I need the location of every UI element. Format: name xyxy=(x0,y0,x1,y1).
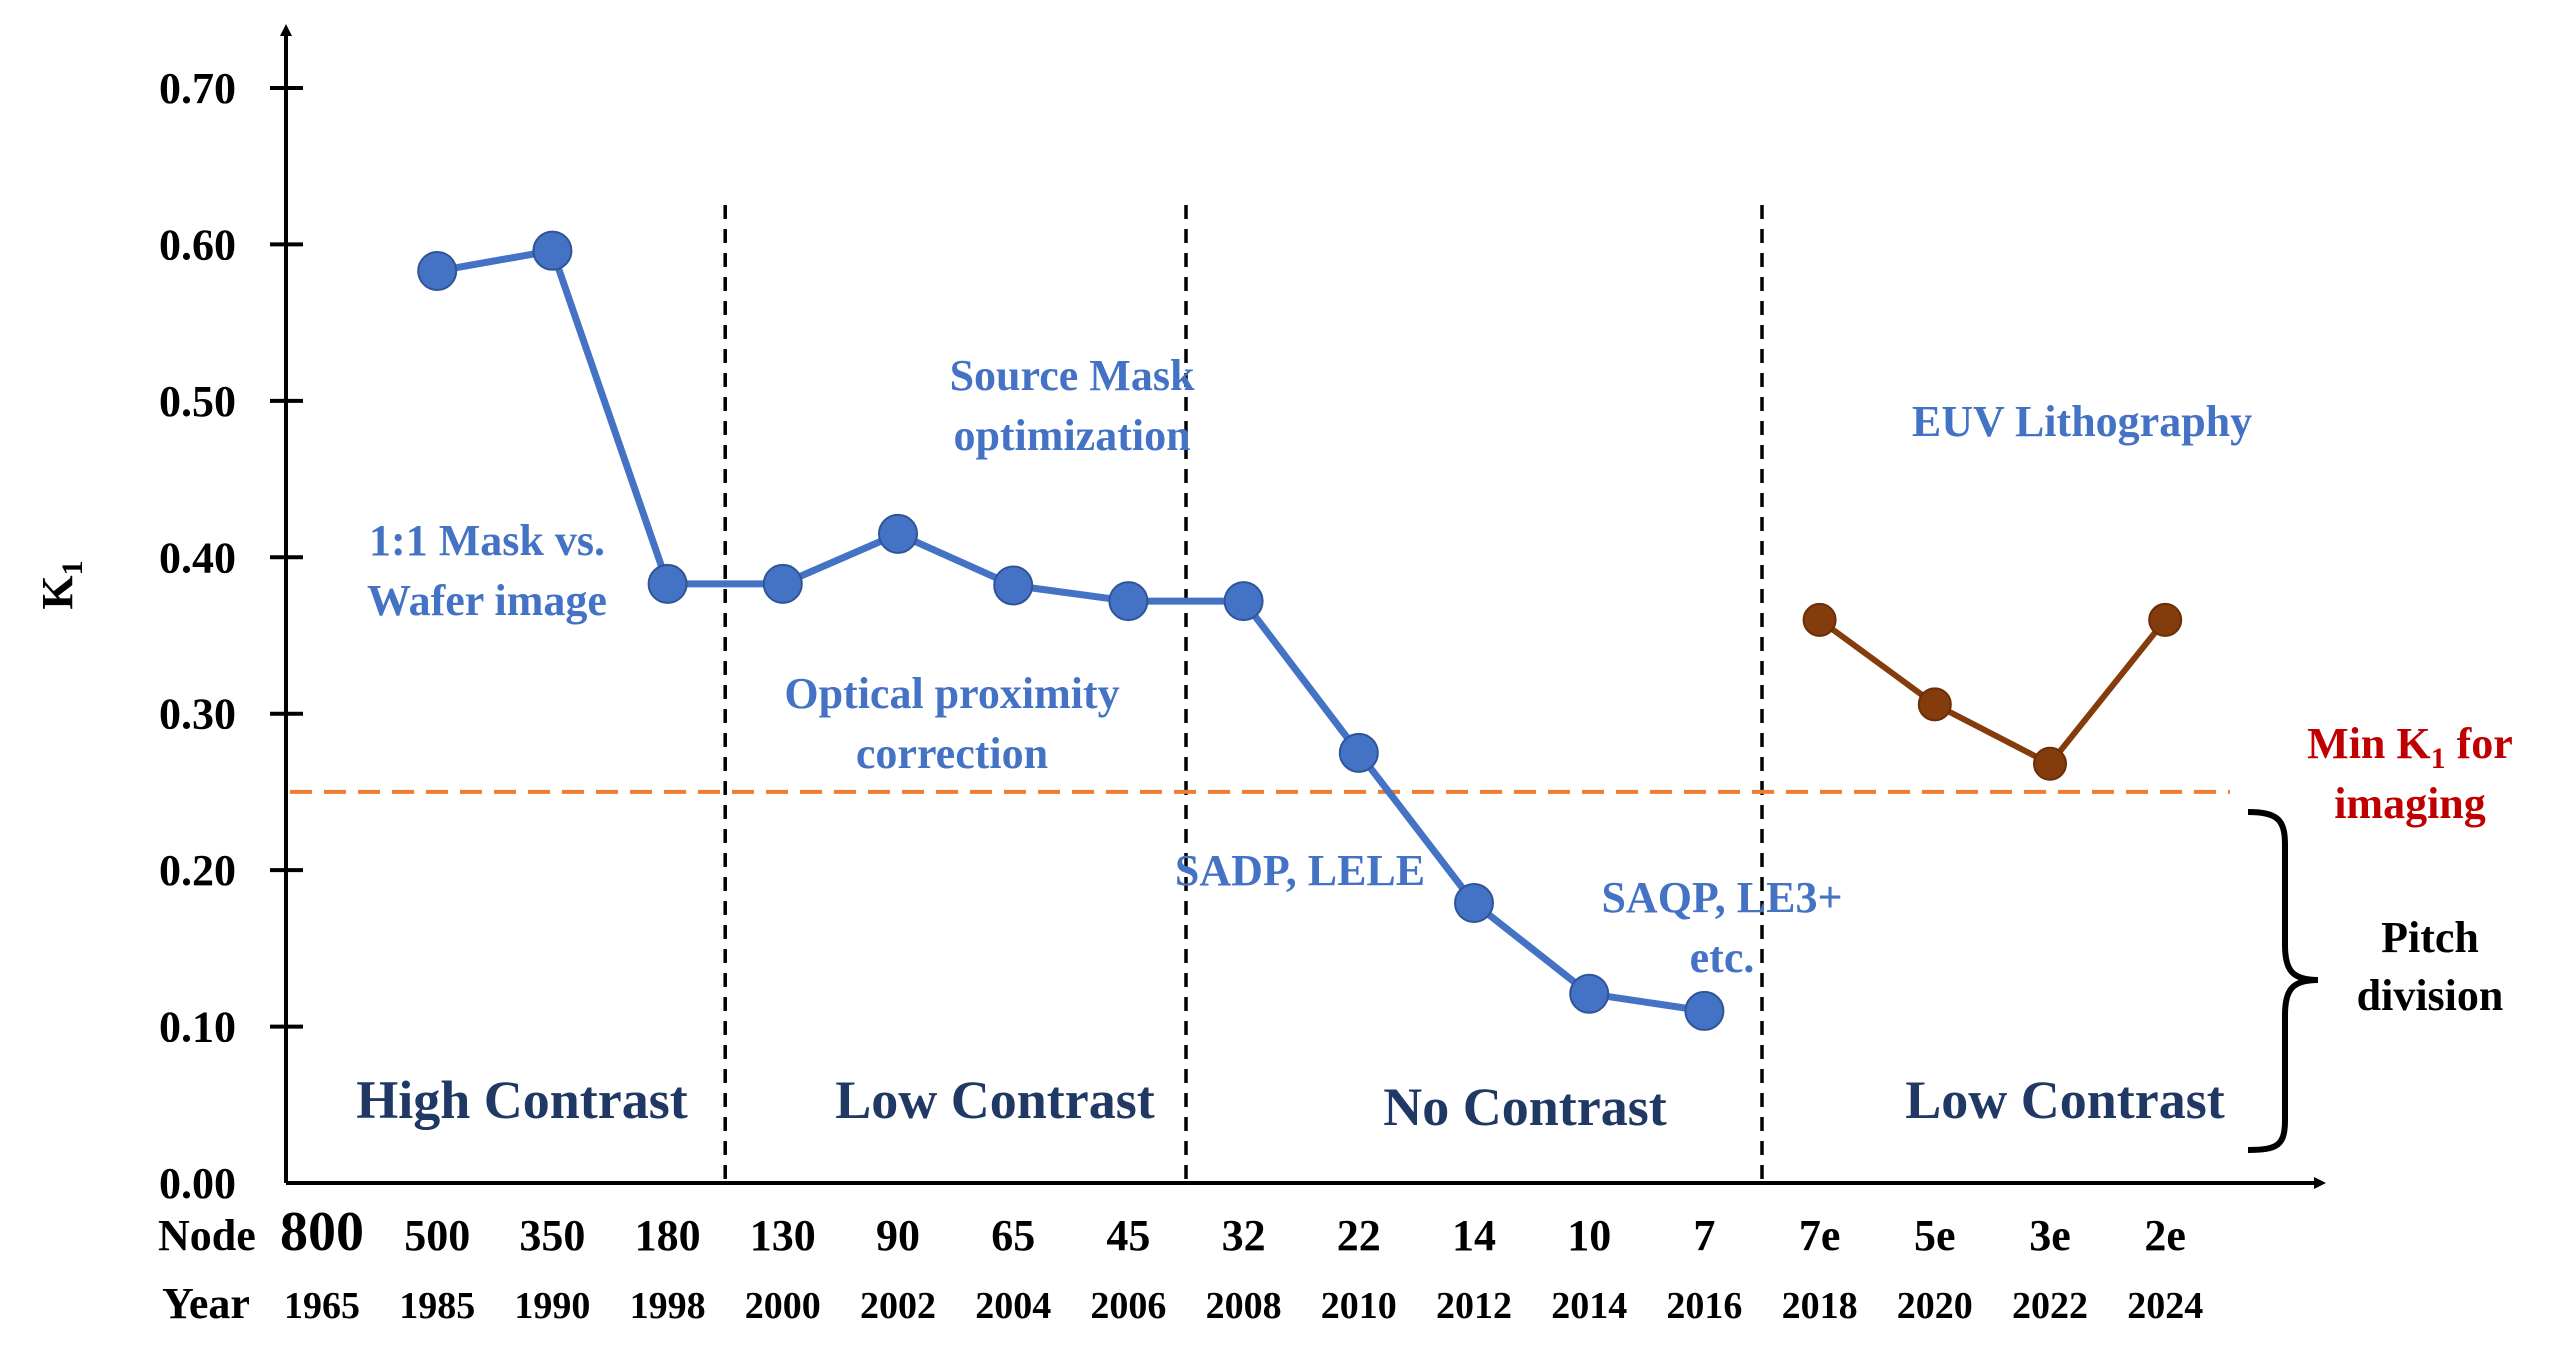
data-point-conventional xyxy=(1454,882,1494,923)
year-tick-label: 2010 xyxy=(1321,1285,1397,1327)
year-tick-label: 2020 xyxy=(1897,1285,1973,1327)
y-tick-label: 0.00 xyxy=(159,1159,236,1208)
node-tick-label: 2e xyxy=(2144,1211,2186,1260)
data-point-conventional xyxy=(417,251,458,292)
data-point-conventional xyxy=(762,563,803,604)
node-tick-label: 180 xyxy=(635,1211,701,1260)
annotation-opc-1: Optical proximity xyxy=(784,669,1119,718)
node-tick-label: 22 xyxy=(1337,1211,1381,1260)
data-point-conventional xyxy=(993,565,1034,606)
year-tick-label: 1985 xyxy=(399,1285,475,1327)
node-tick-label: 800 xyxy=(280,1201,364,1263)
y-axis-label-main: K xyxy=(33,575,82,609)
data-point-conventional xyxy=(1569,973,1610,1014)
node-tick-label: 130 xyxy=(750,1211,816,1260)
y-ticks: 0.00 0.10 0.20 0.30 0.40 0.50 0.60 0.70 xyxy=(159,64,303,1208)
y-tick-label: 0.30 xyxy=(159,690,236,739)
series-line-conventional xyxy=(436,247,1705,1015)
year-row-label: Year xyxy=(162,1279,250,1328)
annotation-smo-1: Source Mask xyxy=(950,351,1195,400)
node-tick-label: 45 xyxy=(1106,1211,1150,1260)
node-tick-label: 65 xyxy=(991,1211,1035,1260)
node-tick-label: 14 xyxy=(1452,1211,1496,1260)
data-point-conventional xyxy=(1338,732,1379,773)
region-label-high-contrast: High Contrast xyxy=(356,1070,688,1130)
year-tick-label: 2016 xyxy=(1666,1285,1742,1327)
year-tick-label: 2022 xyxy=(2012,1285,2088,1327)
year-tick-label: 2024 xyxy=(2127,1285,2203,1327)
node-row-label: Node xyxy=(158,1211,256,1260)
y-axis-label: K1 xyxy=(33,560,89,609)
region-label-no-contrast: No Contrast xyxy=(1383,1077,1666,1137)
pitch-division-brace xyxy=(2247,809,2319,1153)
year-tick-label: 1965 xyxy=(284,1285,360,1327)
y-tick-label: 0.20 xyxy=(159,846,236,895)
node-tick-label: 7e xyxy=(1799,1211,1841,1260)
annotation-opc-2: correction xyxy=(856,729,1048,778)
data-point-euv xyxy=(1917,687,1952,722)
node-tick-label: 90 xyxy=(876,1211,920,1260)
year-tick-label: 2008 xyxy=(1206,1285,1282,1327)
series-layer xyxy=(417,230,2183,1031)
year-tick-label: 2006 xyxy=(1090,1285,1166,1327)
y-tick-label: 0.50 xyxy=(159,377,236,426)
data-point-conventional xyxy=(878,513,918,554)
annotation-euv: EUV Lithography xyxy=(1912,397,2252,446)
y-tick-label: 0.70 xyxy=(159,64,236,113)
node-tick-label: 3e xyxy=(2029,1211,2071,1260)
year-tick-label: 2012 xyxy=(1436,1285,1512,1327)
data-point-conventional xyxy=(532,230,573,271)
y-axis-label-sub: 1 xyxy=(56,560,89,575)
annotation-saqp-2: etc. xyxy=(1690,933,1755,982)
threshold-label-suffix: for xyxy=(2446,719,2513,768)
pitch-division-label-2: division xyxy=(2357,971,2504,1020)
series-line-euv xyxy=(1817,617,2168,767)
year-tick-label: 2002 xyxy=(860,1285,936,1327)
region-label-low-contrast-1: Low Contrast xyxy=(835,1070,1155,1130)
year-tick-label: 1998 xyxy=(630,1285,706,1327)
annotation-mask-wafer-2: Wafer image xyxy=(367,576,607,625)
threshold-label-sub: 1 xyxy=(2431,742,2446,775)
data-point-euv xyxy=(2148,602,2183,637)
threshold-label-main: Min K xyxy=(2307,719,2430,768)
annotation-sadp: SADP, LELE xyxy=(1175,846,1425,895)
year-tick-label: 1990 xyxy=(514,1285,590,1327)
data-point-euv xyxy=(1802,602,1837,637)
node-tick-label: 500 xyxy=(404,1211,470,1260)
data-point-conventional xyxy=(1223,581,1264,622)
year-tick-label: 2018 xyxy=(1782,1285,1858,1327)
y-tick-label: 0.10 xyxy=(159,1003,236,1052)
data-point-conventional xyxy=(1108,581,1149,622)
region-label-low-contrast-2: Low Contrast xyxy=(1905,1070,2225,1130)
data-point-euv xyxy=(2033,746,2067,781)
y-tick-label: 0.40 xyxy=(159,533,236,582)
pitch-division-label-1: Pitch xyxy=(2381,913,2479,962)
node-tick-label: 10 xyxy=(1567,1211,1611,1260)
node-tick-label: 5e xyxy=(1914,1211,1956,1260)
x-labels: 800 500 350 180 130 90 65 45 32 22 14 10 7 7e 5e 3e 2e 19… xyxy=(280,1201,2203,1327)
annotation-smo-2: optimization xyxy=(953,411,1190,460)
node-tick-label: 350 xyxy=(519,1211,585,1260)
year-tick-label: 2004 xyxy=(975,1285,1051,1327)
y-tick-label: 0.60 xyxy=(159,220,236,269)
year-tick-label: 2014 xyxy=(1551,1285,1627,1327)
year-tick-label: 2000 xyxy=(745,1285,821,1327)
threshold-label-1: Min K1 for xyxy=(2307,719,2513,775)
threshold-label-2: imaging xyxy=(2334,779,2486,828)
data-point-conventional xyxy=(647,563,688,604)
annotation-saqp-1: SAQP, LE3+ xyxy=(1601,873,1842,922)
annotation-mask-wafer-1: 1:1 Mask vs. xyxy=(369,516,605,565)
data-point-conventional xyxy=(1684,990,1725,1031)
node-tick-label: 7 xyxy=(1693,1211,1715,1260)
node-tick-label: 32 xyxy=(1222,1211,1266,1260)
divider-layer xyxy=(723,205,1764,1180)
